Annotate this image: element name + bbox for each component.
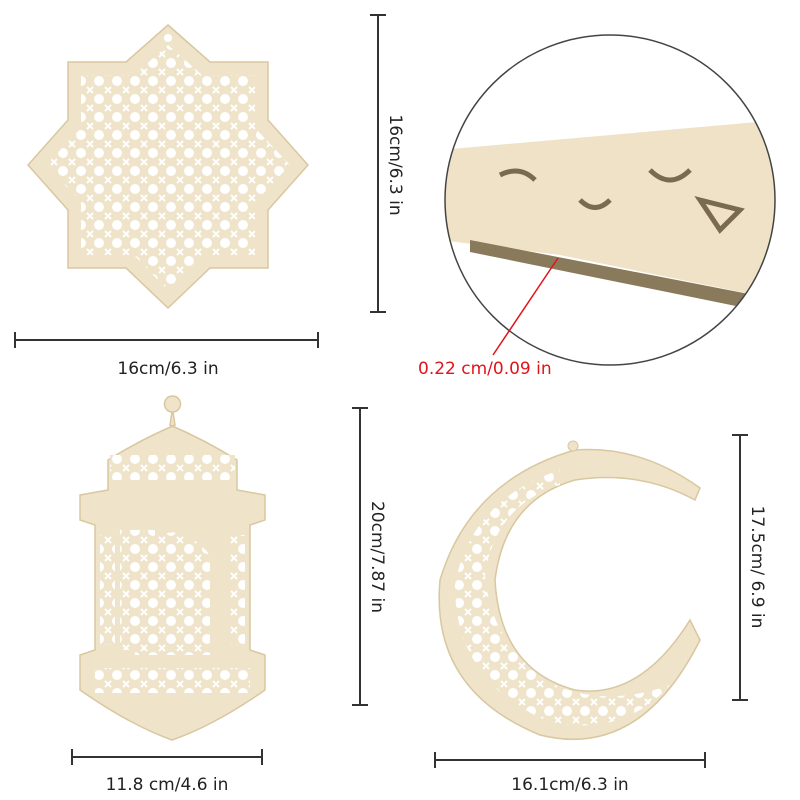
lantern-width-label: 11.8 cm/4.6 in bbox=[106, 775, 229, 795]
moon-height-label: 17.5cm/ 6.9 in bbox=[747, 506, 767, 629]
moon-width-label: 16.1cm/6.3 in bbox=[511, 775, 628, 795]
star-height-label: 16cm/6.3 in bbox=[385, 114, 405, 215]
lantern-ornament-image bbox=[79, 395, 266, 741]
thickness-pointer bbox=[492, 257, 559, 356]
star-ornament-image bbox=[26, 24, 310, 310]
thickness-label: 0.22 cm/0.09 in bbox=[418, 359, 552, 379]
lantern-height-label: 20cm/7.87 in bbox=[367, 501, 387, 613]
star-width-label: 16cm/6.3 in bbox=[117, 359, 218, 379]
moon-ornament-image bbox=[438, 440, 701, 740]
thickness-closeup bbox=[444, 34, 776, 366]
